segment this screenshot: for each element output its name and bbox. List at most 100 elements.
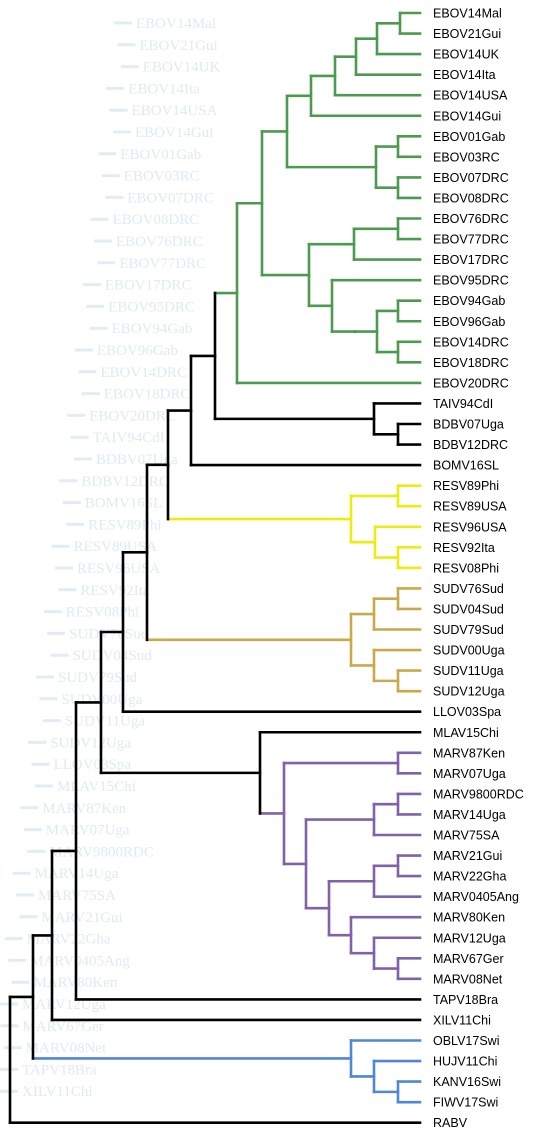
leaf-label-ebov94gab: EBOV94Gab — [433, 294, 505, 308]
ghost-label: EBOV76DRC — [116, 234, 203, 250]
ghost-label: EBOV14USA — [132, 103, 218, 119]
leaf-label-sudv04sud: SUDV04Sud — [433, 602, 504, 616]
leaf-label-fiwv17swi: FIWV17Swi — [433, 1096, 498, 1110]
ghost-label: LLOV03Spa — [54, 757, 132, 773]
ghost-label: EBOV14Ita — [128, 81, 200, 97]
ghost-label: EBOV03RC — [124, 169, 200, 185]
leaf-label-marv80ken: MARV80Ken — [433, 911, 505, 925]
leaf-label-ebov07drc: EBOV07DRC — [433, 171, 509, 185]
leaf-label-marv12uga: MARV12Uga — [433, 931, 506, 945]
ghost-label: MLAV15Chi — [57, 779, 136, 795]
leaf-label-ebov14drc: EBOV14DRC — [433, 335, 509, 349]
ghost-label: EBOV21Gui — [139, 38, 217, 54]
ghost-label: EBOV20DRC — [89, 408, 176, 424]
ghost-label: TAIV94CdI — [93, 430, 165, 446]
ghost-label: RESV96USA — [77, 561, 161, 577]
leaf-label-ebov14ita: EBOV14Ita — [433, 68, 496, 82]
leaf-label-bdbv07uga: BDBV07Uga — [433, 418, 504, 432]
leaf-label-oblv17swi: OBLV17Swi — [433, 1034, 499, 1048]
leaf-label-tapv18bra: TAPV18Bra — [433, 993, 498, 1007]
leaf-label-llov03spa: LLOV03Spa — [433, 705, 501, 719]
ghost-label: RESV08Phi — [66, 605, 139, 621]
leaf-label-sudv00uga: SUDV00Uga — [433, 644, 505, 658]
leaf-label-marv87ken: MARV87Ken — [433, 746, 505, 760]
leaf-label-mlav15chi: MLAV15Chi — [433, 726, 499, 740]
leaf-label-resv89usa: RESV89USA — [433, 500, 507, 514]
ghost-label: TAPV18Bra — [22, 1062, 97, 1078]
leaf-label-marv0405ang: MARV0405Ang — [433, 890, 519, 904]
leaf-label-ebov21gui: EBOV21Gui — [433, 27, 501, 41]
leaf-label-ebov01gab: EBOV01Gab — [433, 130, 505, 144]
ghost-label: BOMV16SL — [85, 496, 163, 512]
leaf-labels: EBOV14Mal EBOV21Gui EBOV14UK EBOV14Ita EBOV1… — [433, 7, 524, 1131]
ghost-label: EBOV14Mal — [136, 16, 216, 32]
leaf-label-ebov14mal: EBOV14Mal — [433, 7, 502, 21]
leaf-label-ebov77drc: EBOV77DRC — [433, 233, 509, 247]
ghost-label: EBOV17DRC — [105, 278, 192, 294]
ghost-label: MARV0405Ang — [30, 953, 130, 969]
ghost-label: SUDV04Sud — [73, 648, 153, 664]
ghost-label: EBOV18DRC — [104, 387, 191, 403]
ghost-label: BDBV12DRC — [81, 474, 169, 490]
leaf-label-marv67ger: MARV67Ger — [433, 952, 504, 966]
ghost-label: MARV21Gui — [41, 910, 122, 926]
ghost-label: EBOV96Gab — [97, 343, 178, 359]
ghost-label: MARV12Uga — [22, 997, 106, 1013]
ghost-label: MARV9800RDC — [49, 844, 154, 860]
ghost-label: MARV08Net — [26, 1041, 107, 1057]
leaf-label-marv14uga: MARV14Uga — [433, 808, 506, 822]
leaf-label-ebov96gab: EBOV96Gab — [433, 315, 505, 329]
ghost-label: EBOV08DRC — [113, 212, 200, 228]
leaf-label-resv92ita: RESV92Ita — [433, 541, 495, 555]
ghost-label: SUDV11Uga — [65, 714, 146, 730]
ghost-label: EBOV77DRC — [119, 256, 206, 272]
leaf-label-ebov20drc: EBOV20DRC — [433, 376, 509, 390]
leaf-label-marv08net: MARV08Net — [433, 972, 503, 986]
leaf-label-resv89phi: RESV89Phi — [433, 479, 499, 493]
leaf-label-ebov14usa: EBOV14USA — [433, 89, 508, 103]
ghost-label: EBOV07DRC — [127, 190, 214, 206]
leaf-label-marv07uga: MARV07Uga — [433, 767, 506, 781]
ghost-label: EBOV01Gab — [120, 147, 201, 163]
ghost-label: RESV89Phi — [88, 517, 161, 533]
leaf-label-ebov14gui: EBOV14Gui — [433, 109, 501, 123]
leaf-label-marv22gha: MARV22Gha — [433, 870, 506, 884]
leaf-label-bdbv12drc: BDBV12DRC — [433, 438, 508, 452]
ghost-label: RESV92Ita — [80, 583, 150, 599]
leaf-label-xilv11chi: XILV11Chi — [433, 1013, 491, 1027]
ghost-label: EBOV14Gui — [135, 125, 213, 141]
ghost-label: EBOV14DRC — [100, 365, 187, 381]
ghost-label: EBOV95DRC — [108, 299, 195, 315]
ghost-label: MARV67Ger — [22, 1019, 103, 1035]
leaf-label-ebov08drc: EBOV08DRC — [433, 191, 509, 205]
leaf-label-resv08phi: RESV08Phi — [433, 561, 499, 575]
leaf-label-marv21gui: MARV21Gui — [433, 849, 502, 863]
leaf-label-hujv11chi: HUJV11Chi — [433, 1055, 497, 1069]
leaf-label-resv96usa: RESV96USA — [433, 520, 507, 534]
ghost-label: MARV22Gha — [27, 932, 111, 948]
tree-branches — [8, 11, 422, 1124]
ghost-label: EBOV14UK — [143, 60, 221, 76]
leaf-label-marv75sa: MARV75SA — [433, 829, 500, 843]
leaf-label-bomv16sl: BOMV16SL — [433, 459, 499, 473]
leaf-label-marv9800rdc: MARV9800RDC — [433, 787, 524, 801]
ghost-label: XILV11Chi — [22, 1084, 93, 1100]
leaf-label-taiv94cdi: TAIV94CdI — [433, 397, 493, 411]
leaf-label-sudv79sud: SUDV79Sud — [433, 623, 504, 637]
leaf-label-rabv: RABV — [433, 1116, 468, 1130]
leaf-label-ebov03rc: EBOV03RC — [433, 150, 500, 164]
ghost-label: SUDV79Sud — [58, 670, 138, 686]
leaf-label-sudv11uga: SUDV11Uga — [433, 664, 504, 678]
ghost-label: SUDV76Sud — [69, 626, 149, 642]
leaf-label-ebov17drc: EBOV17DRC — [433, 253, 509, 267]
leaf-label-ebov14uk: EBOV14UK — [433, 48, 500, 62]
leaf-label-kanv16swi: KANV16Swi — [433, 1075, 501, 1089]
leaf-label-sudv12uga: SUDV12Uga — [433, 685, 505, 699]
leaf-label-sudv76sud: SUDV76Sud — [433, 582, 504, 596]
ghost-label: MARV87Ken — [42, 801, 126, 817]
ghost-label: MARV07Uga — [46, 823, 130, 839]
leaf-label-ebov18drc: EBOV18DRC — [433, 356, 509, 370]
leaf-label-ebov76drc: EBOV76DRC — [433, 212, 509, 226]
ghost-label: EBOV94Gab — [112, 321, 193, 337]
